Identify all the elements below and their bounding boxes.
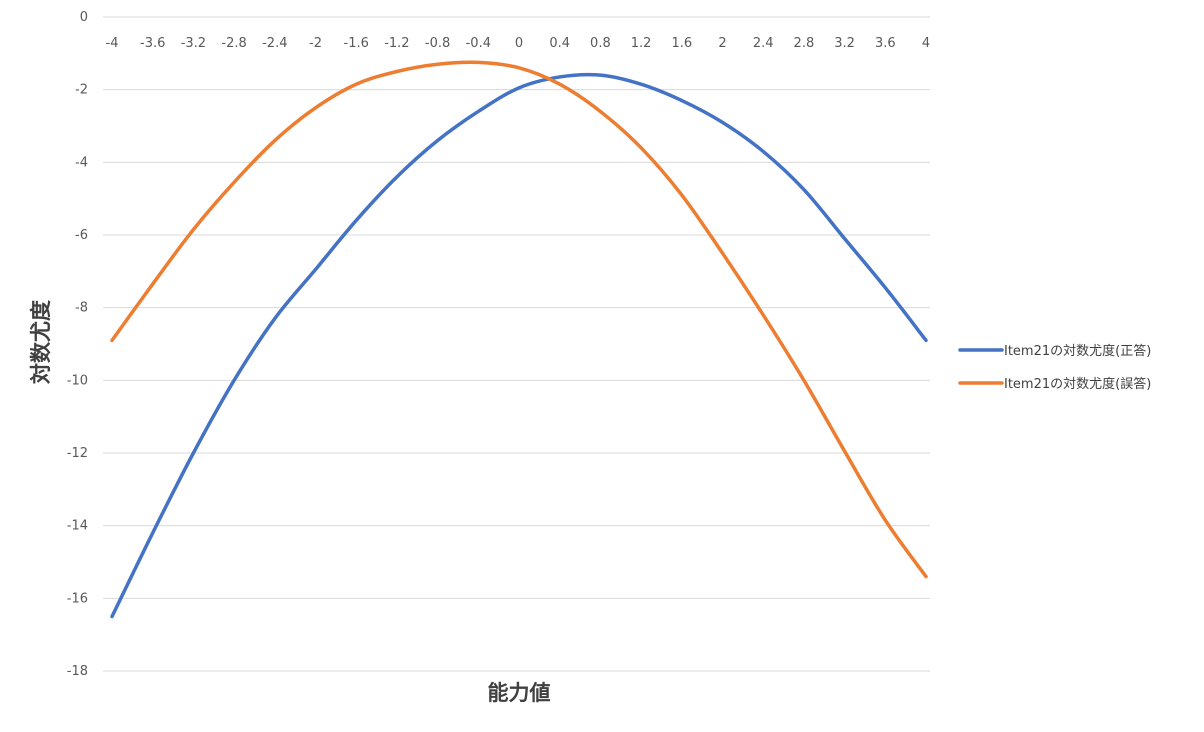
x-axis-title: 能力値 — [488, 681, 551, 705]
x-tick-label: 2.4 — [753, 36, 774, 51]
x-tick-label: 1.2 — [631, 36, 652, 51]
series-line-1 — [110, 60, 928, 579]
x-tick-label: -0.8 — [425, 36, 450, 51]
y-tick-label: -12 — [67, 446, 88, 461]
x-tick-label: -4 — [106, 36, 119, 51]
x-tick-label: 1.6 — [671, 36, 692, 51]
y-tick-label: -10 — [67, 373, 88, 388]
x-tick-label: 3.6 — [875, 36, 896, 51]
gridlines — [103, 16, 930, 672]
x-tick-label: 2.8 — [794, 36, 815, 51]
y-tick-label: -6 — [75, 228, 88, 243]
y-tick-label: -16 — [67, 591, 88, 606]
y-tick-label: -14 — [67, 519, 88, 534]
x-tick-label: 4 — [922, 36, 930, 51]
x-tick-label: -3.6 — [140, 36, 165, 51]
series-line-0 — [110, 72, 928, 619]
y-axis-title: 対数尤度 — [29, 300, 53, 384]
x-tick-label: -2.8 — [221, 36, 246, 51]
series-lines — [110, 60, 928, 619]
y-tick-label: 0 — [80, 10, 88, 25]
x-tick-label: -1.6 — [344, 36, 369, 51]
x-tick-label: 2 — [718, 36, 726, 51]
y-tick-label: -8 — [75, 301, 88, 316]
legend-label: Item21の対数尤度(正答) — [1004, 343, 1151, 359]
x-tick-label: 0.8 — [590, 36, 611, 51]
y-tick-label: -4 — [75, 155, 88, 170]
y-tick-label: -18 — [67, 664, 88, 679]
y-axis-ticks: 0 -2 -4 -6 -8 -10 -12 -14 -16 -18 — [67, 10, 88, 679]
x-tick-label: 3.2 — [834, 36, 855, 51]
x-tick-label: 0.4 — [549, 36, 570, 51]
x-tick-label: -2.4 — [262, 36, 287, 51]
x-axis-ticks: -4 -3.6 -3.2 -2.8 -2.4 -2 -1.6 -1.2 -0.8 -0.4 0 0.4… — [106, 36, 931, 51]
x-tick-label: -0.4 — [466, 36, 491, 51]
x-tick-label: -3.2 — [181, 36, 206, 51]
x-tick-label: 0 — [515, 36, 523, 51]
x-tick-label: -1.2 — [384, 36, 409, 51]
x-tick-label: -2 — [309, 36, 322, 51]
legend-label: Item21の対数尤度(誤答) — [1004, 376, 1151, 392]
legend: Item21の対数尤度(正答) Item21の対数尤度(誤答) — [958, 343, 1151, 392]
y-tick-label: -2 — [75, 83, 88, 98]
